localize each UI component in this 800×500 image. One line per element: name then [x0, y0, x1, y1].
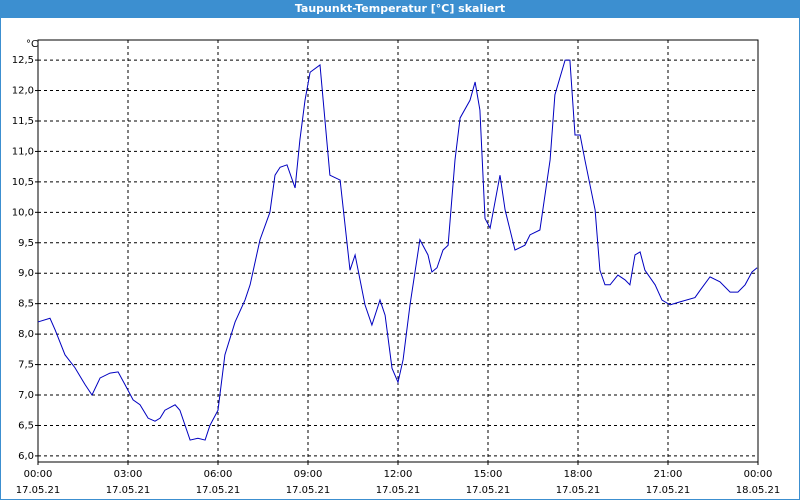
x-tick-date: 17.05.21: [466, 485, 511, 496]
y-tick-label: 10,0: [12, 207, 34, 218]
y-tick-label: 10,5: [12, 177, 34, 188]
x-tick-label: 00:00: [24, 469, 53, 480]
x-tick-label: 12:00: [384, 469, 413, 480]
x-tick-date: 17.05.21: [16, 485, 61, 496]
y-tick-label: 7,0: [18, 390, 34, 401]
y-tick-label: 12,5: [12, 55, 34, 66]
y-tick-label: 9,5: [18, 238, 34, 249]
x-tick-date: 17.05.21: [106, 485, 151, 496]
x-tick-label: 09:00: [294, 469, 323, 480]
y-tick-label: 11,5: [12, 116, 34, 127]
y-tick-label: 6,5: [18, 420, 34, 431]
x-tick-label: 18:00: [564, 469, 593, 480]
x-tick-label: 15:00: [474, 469, 503, 480]
y-tick-label: 7,5: [18, 360, 34, 371]
y-tick-label: 6,0: [18, 451, 34, 462]
y-tick-label: 11,0: [12, 146, 34, 157]
x-tick-label: 06:00: [204, 469, 233, 480]
y-tick-label: 9,0: [18, 268, 34, 279]
y-tick-label: 8,5: [18, 299, 34, 310]
x-tick-date: 17.05.21: [376, 485, 421, 496]
y-tick-label: 12,0: [12, 86, 34, 97]
x-tick-date: 18.05.21: [736, 485, 781, 496]
y-tick-label: 8,0: [18, 329, 34, 340]
x-tick-date: 17.05.21: [286, 485, 331, 496]
x-tick-label: 03:00: [114, 469, 143, 480]
y-axis-label: °C: [26, 39, 38, 50]
x-tick-label: 21:00: [654, 469, 683, 480]
x-tick-date: 17.05.21: [646, 485, 691, 496]
x-tick-label: 00:00: [744, 469, 773, 480]
data-line: [37, 59, 758, 441]
x-tick-date: 17.05.21: [556, 485, 601, 496]
x-tick-date: 17.05.21: [196, 485, 241, 496]
chart-title: Taupunkt-Temperatur [°C] skaliert: [295, 2, 505, 15]
title-bar: [0, 0, 800, 18]
